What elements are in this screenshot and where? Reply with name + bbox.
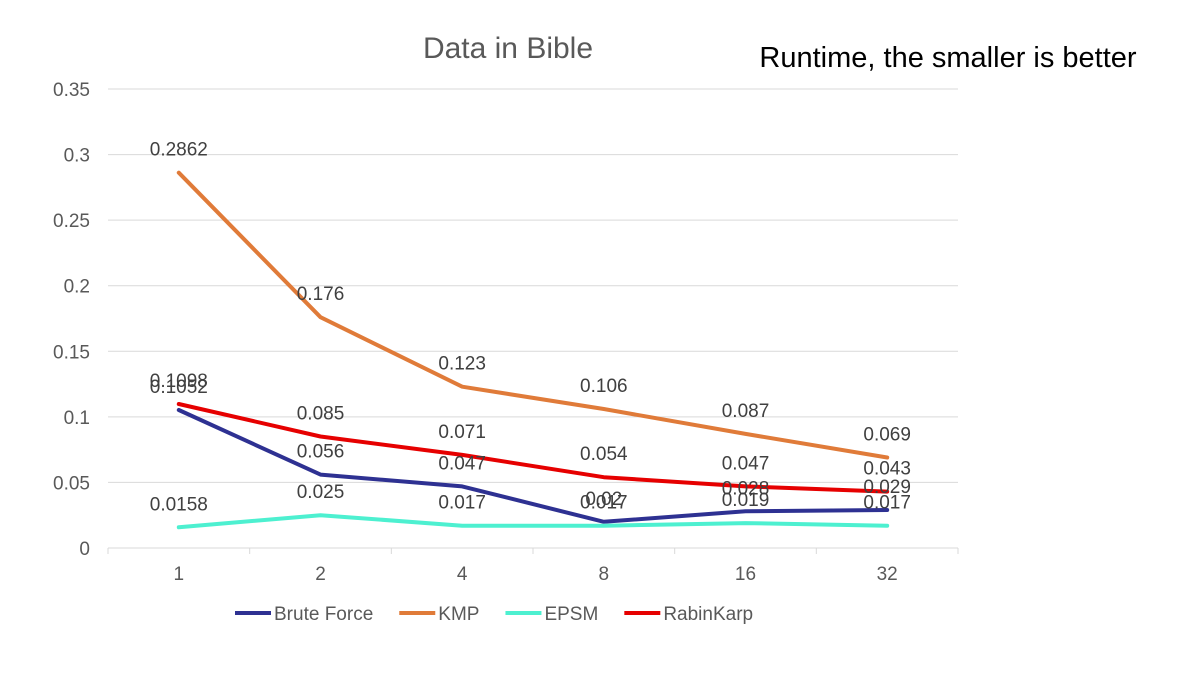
data-label: 0.0158 (150, 494, 208, 515)
legend-label: Brute Force (274, 604, 373, 625)
chart-title: Data in Bible (423, 32, 593, 65)
legend-item: EPSM (505, 604, 598, 625)
data-label: 0.1098 (150, 371, 208, 392)
legend-label: KMP (438, 604, 479, 625)
y-tick-label: 0.25 (53, 211, 90, 232)
legend-item: Brute Force (235, 604, 373, 625)
data-label: 0.071 (438, 422, 486, 443)
data-label: 0.028 (722, 478, 770, 499)
runtime-note: Runtime, the smaller is better (759, 42, 1136, 74)
series-line-rabinkarp (176, 402, 890, 494)
data-label: 0.1052 (150, 377, 208, 398)
series-line-brute-force (176, 408, 890, 524)
y-tick-label: 0.1 (64, 408, 90, 429)
legend: Brute Force KMP EPSM RabinKarp (235, 604, 753, 625)
data-label: 0.176 (297, 284, 345, 305)
x-tick-label: 1 (174, 564, 185, 585)
data-label: 0.02 (585, 489, 622, 510)
legend-item: KMP (399, 604, 479, 625)
y-tick-label: 0.05 (53, 473, 90, 494)
legend-item: RabinKarp (624, 604, 753, 625)
y-tick-label: 0.2 (64, 277, 90, 298)
y-tick-label: 0.35 (53, 80, 90, 101)
series-lines (176, 170, 890, 530)
x-tick-label: 4 (457, 564, 468, 585)
data-label: 0.043 (863, 459, 911, 480)
data-label: 0.017 (438, 493, 486, 514)
series-line-kmp (176, 170, 890, 460)
data-label: 0.087 (722, 401, 770, 422)
data-label: 0.017 (580, 493, 628, 514)
data-label: 0.069 (863, 425, 911, 446)
series-line-epsm (176, 513, 890, 530)
data-label: 0.056 (297, 442, 345, 463)
y-tick-label: 0 (79, 539, 90, 560)
x-axis: 1 2 4 8 16 32 (107, 547, 959, 585)
x-tick-label: 8 (599, 564, 610, 585)
data-label: 0.2862 (150, 140, 208, 161)
legend-label: EPSM (544, 604, 598, 625)
data-label: 0.047 (438, 453, 486, 474)
y-tick-label: 0.15 (53, 342, 90, 363)
data-label: 0.047 (722, 453, 770, 474)
data-label: 0.085 (297, 404, 345, 425)
data-labels: 0.1052 0.056 0.047 0.02 0.028 0.029 0.2862 0.17… (150, 140, 911, 516)
legend-label: RabinKarp (663, 604, 753, 625)
data-label: 0.025 (297, 482, 345, 503)
x-tick-label: 2 (315, 564, 326, 585)
data-label: 0.123 (438, 354, 486, 375)
data-label: 0.106 (580, 376, 628, 397)
data-label: 0.029 (863, 477, 911, 498)
data-label: 0.019 (722, 490, 770, 511)
y-axis: 0 0.05 0.1 0.15 0.2 0.25 0.3 0.35 (53, 80, 90, 560)
grid (108, 88, 958, 483)
x-tick-label: 32 (877, 564, 898, 585)
data-label: 0.017 (863, 493, 911, 514)
y-tick-label: 0.3 (64, 146, 90, 167)
data-label: 0.054 (580, 444, 628, 465)
x-tick-label: 16 (735, 564, 756, 585)
